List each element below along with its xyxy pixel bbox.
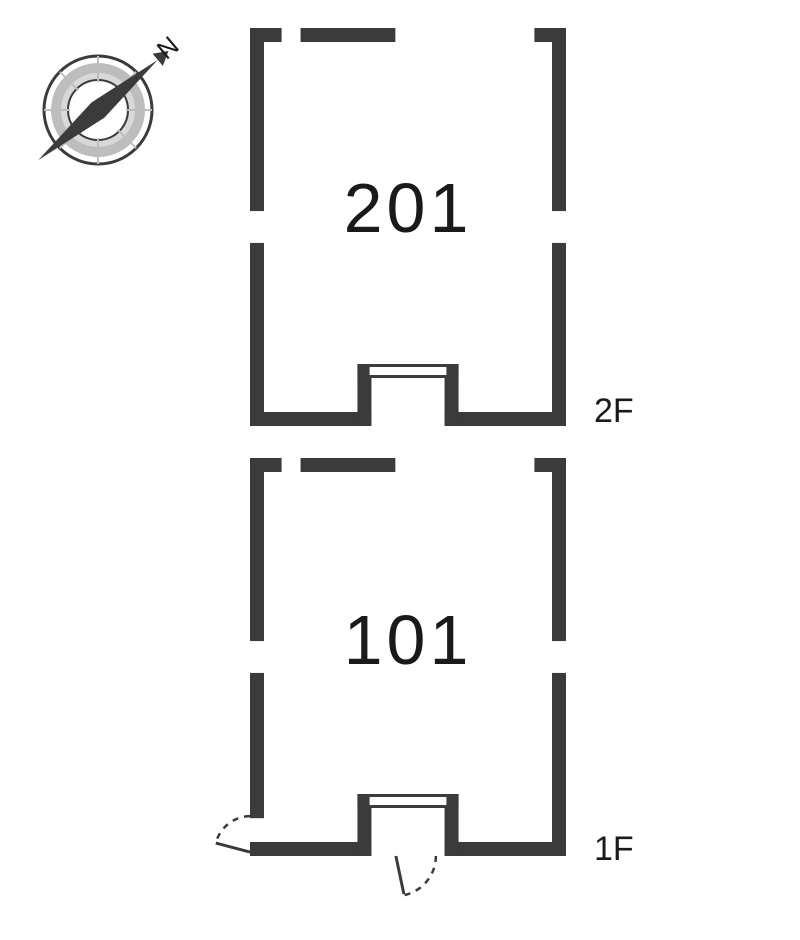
floorplan-svg (0, 0, 800, 940)
room-number-101: 101 (344, 600, 473, 680)
room-number-201: 201 (344, 168, 473, 248)
floor-label-1f: 1F (594, 830, 634, 869)
floor-label-2f: 2F (594, 392, 634, 431)
floorplan-diagram: N 201 101 2F 1F (0, 0, 800, 940)
